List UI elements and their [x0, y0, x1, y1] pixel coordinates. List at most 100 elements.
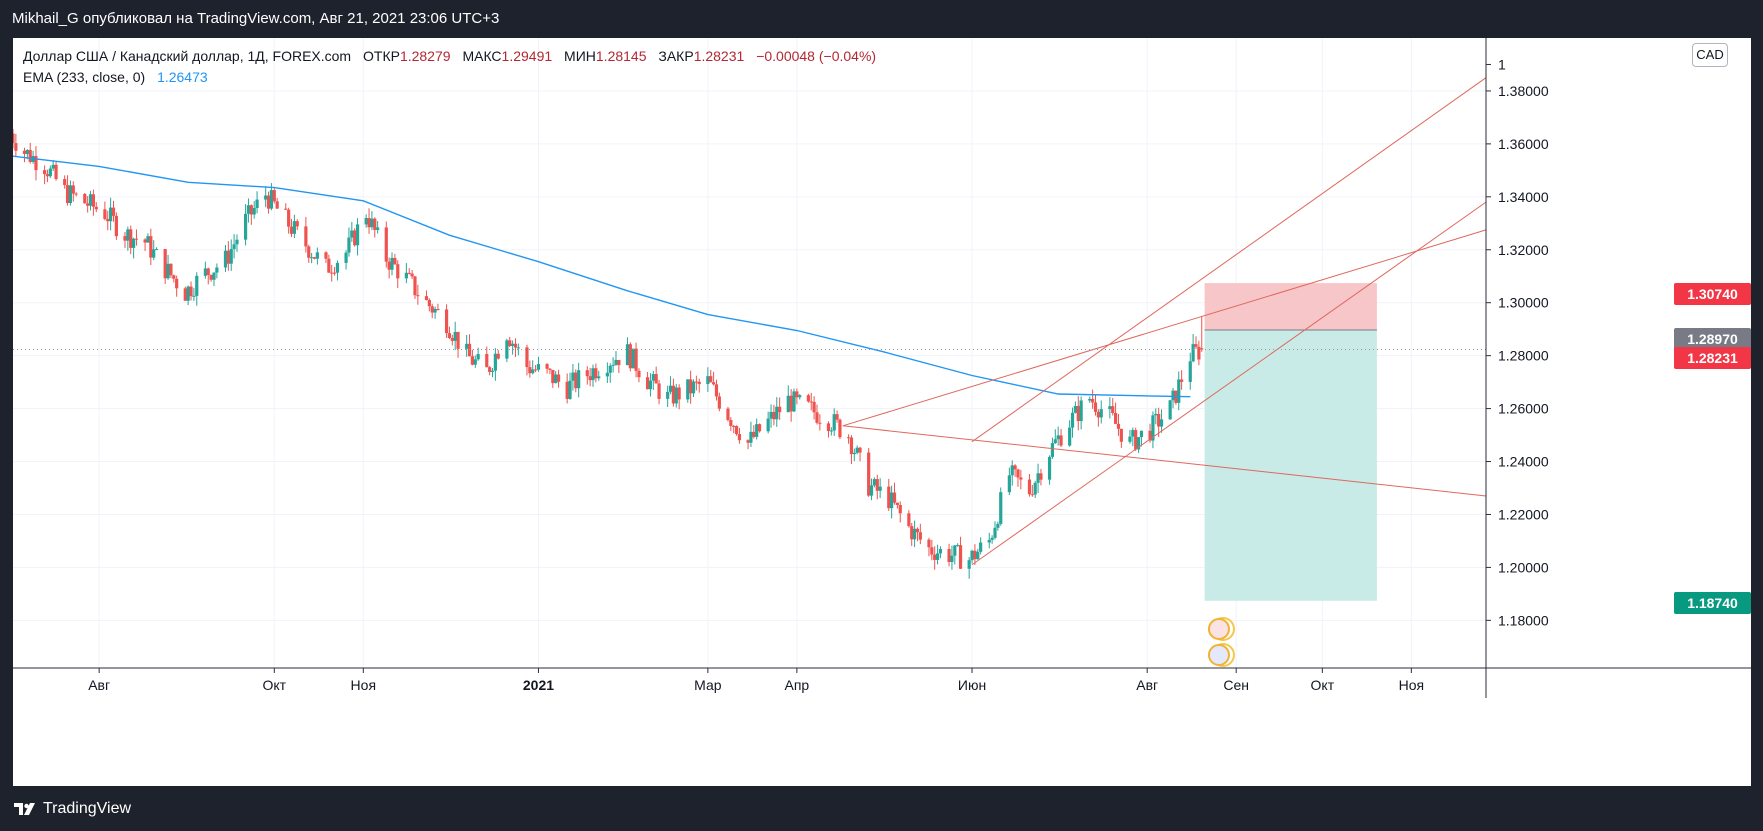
- candle-body: [496, 353, 500, 359]
- candle-body: [344, 252, 348, 263]
- candle-body: [131, 238, 136, 248]
- candle-body: [792, 391, 796, 412]
- candle-body: [1076, 405, 1080, 422]
- candle-body: [832, 414, 836, 431]
- stop-loss-zone: [1204, 283, 1377, 330]
- candle-body: [867, 452, 871, 496]
- candle-body: [86, 203, 90, 206]
- candle-body: [1096, 411, 1100, 418]
- candle-body: [48, 168, 52, 177]
- candle-body: [229, 249, 233, 264]
- candle-body: [427, 299, 431, 307]
- candle-body: [712, 382, 716, 385]
- legend-symbol: Доллар США / Канадский доллар, 1Д, FOREX…: [23, 48, 352, 64]
- candle-body: [163, 249, 167, 279]
- candle-body: [554, 374, 558, 384]
- candle-body: [1168, 400, 1172, 420]
- legend-low: 1.28145: [595, 48, 647, 64]
- candle-body: [1068, 427, 1072, 446]
- candle-body: [485, 354, 489, 368]
- candle-body: [666, 391, 670, 399]
- candle-body: [186, 286, 190, 301]
- chart-frame[interactable]: 1 1.38000 1.36000 1.34000 1.32000 1.30000 1.28…: [13, 38, 1751, 786]
- candle-body: [852, 452, 856, 455]
- footer: TradingView: [0, 786, 1763, 831]
- trend-line: [971, 201, 1487, 566]
- us-flag-icon: [1207, 644, 1230, 666]
- candle-body: [264, 195, 268, 200]
- candle-body: [689, 379, 693, 394]
- candle-body: [855, 447, 859, 453]
- currency-button[interactable]: CAD: [1692, 43, 1728, 67]
- candle-body: [493, 353, 497, 371]
- candle-body: [726, 408, 730, 421]
- candle-body: [505, 340, 509, 359]
- candle-body: [1013, 465, 1017, 470]
- candle-body: [430, 306, 434, 313]
- candle-body: [545, 364, 549, 369]
- candle-body: [83, 193, 87, 204]
- candle-body: [875, 479, 879, 491]
- candlestick-chart[interactable]: 1 1.38000 1.36000 1.34000 1.32000 1.30000 1.28…: [13, 38, 1751, 786]
- candle-body: [625, 344, 630, 366]
- legend-ema-row: EMA (233, close, 0) 1.26473: [23, 67, 876, 88]
- candle-body: [1148, 430, 1152, 441]
- candle-body: [370, 218, 374, 228]
- candle-body: [111, 207, 116, 216]
- candle-body: [987, 539, 991, 543]
- candle-body: [1180, 379, 1184, 382]
- candle-body: [206, 268, 210, 276]
- time-tick-label: Мар: [694, 677, 722, 693]
- tradingview-brand[interactable]: TradingView: [13, 800, 131, 818]
- candle-body: [1027, 479, 1032, 495]
- candle-body: [1159, 419, 1164, 427]
- publish-header: Mikhail_G опубликовал на TradingView.com…: [0, 0, 1763, 38]
- candle-body: [1171, 390, 1175, 401]
- candle-body: [551, 369, 555, 384]
- candle-body: [407, 272, 411, 274]
- candle-body: [766, 418, 770, 432]
- brand-name: TradingView: [43, 800, 132, 817]
- candle-body: [548, 368, 552, 370]
- candle-body: [732, 425, 736, 427]
- candle-body: [927, 539, 931, 548]
- candle-body: [255, 199, 259, 208]
- candle-body: [416, 295, 420, 297]
- candle-body: [350, 230, 354, 238]
- candle-body: [269, 190, 274, 209]
- candle-body: [22, 150, 27, 154]
- legend-close: 1.28231: [693, 48, 745, 64]
- candle-body: [651, 374, 655, 381]
- candle-body: [91, 194, 95, 207]
- candle-body: [447, 333, 452, 338]
- candle-body: [364, 218, 368, 225]
- price-tick-label: 1: [1498, 56, 1506, 72]
- event-flags: [1207, 617, 1235, 667]
- candle-body: [272, 190, 276, 202]
- candle-body: [1131, 430, 1135, 437]
- candle-body: [1099, 409, 1103, 418]
- candle-body: [1010, 465, 1014, 476]
- candle-body: [755, 424, 759, 437]
- candle-body: [706, 376, 710, 385]
- legend-low-label: МИН: [564, 48, 596, 64]
- candle-body: [1093, 402, 1098, 412]
- candle-body: [252, 207, 256, 215]
- candle-body: [410, 273, 414, 277]
- candle-body: [933, 554, 937, 560]
- candle-body: [528, 367, 532, 374]
- candle-body: [648, 380, 653, 390]
- candle-body: [608, 365, 612, 373]
- candle-body: [109, 207, 113, 222]
- candle-body: [1128, 436, 1132, 442]
- candle-body: [574, 372, 578, 389]
- candle-body: [812, 401, 816, 413]
- candle-body: [979, 542, 983, 552]
- candle-body: [287, 209, 291, 227]
- candle-body: [588, 376, 592, 381]
- chart-axes: 1 1.38000 1.36000 1.34000 1.32000 1.30000 1.28…: [13, 38, 1751, 698]
- candle-body: [488, 367, 492, 372]
- candle-body: [1039, 473, 1043, 480]
- trend-line: [842, 229, 1487, 427]
- candle-body: [246, 205, 251, 214]
